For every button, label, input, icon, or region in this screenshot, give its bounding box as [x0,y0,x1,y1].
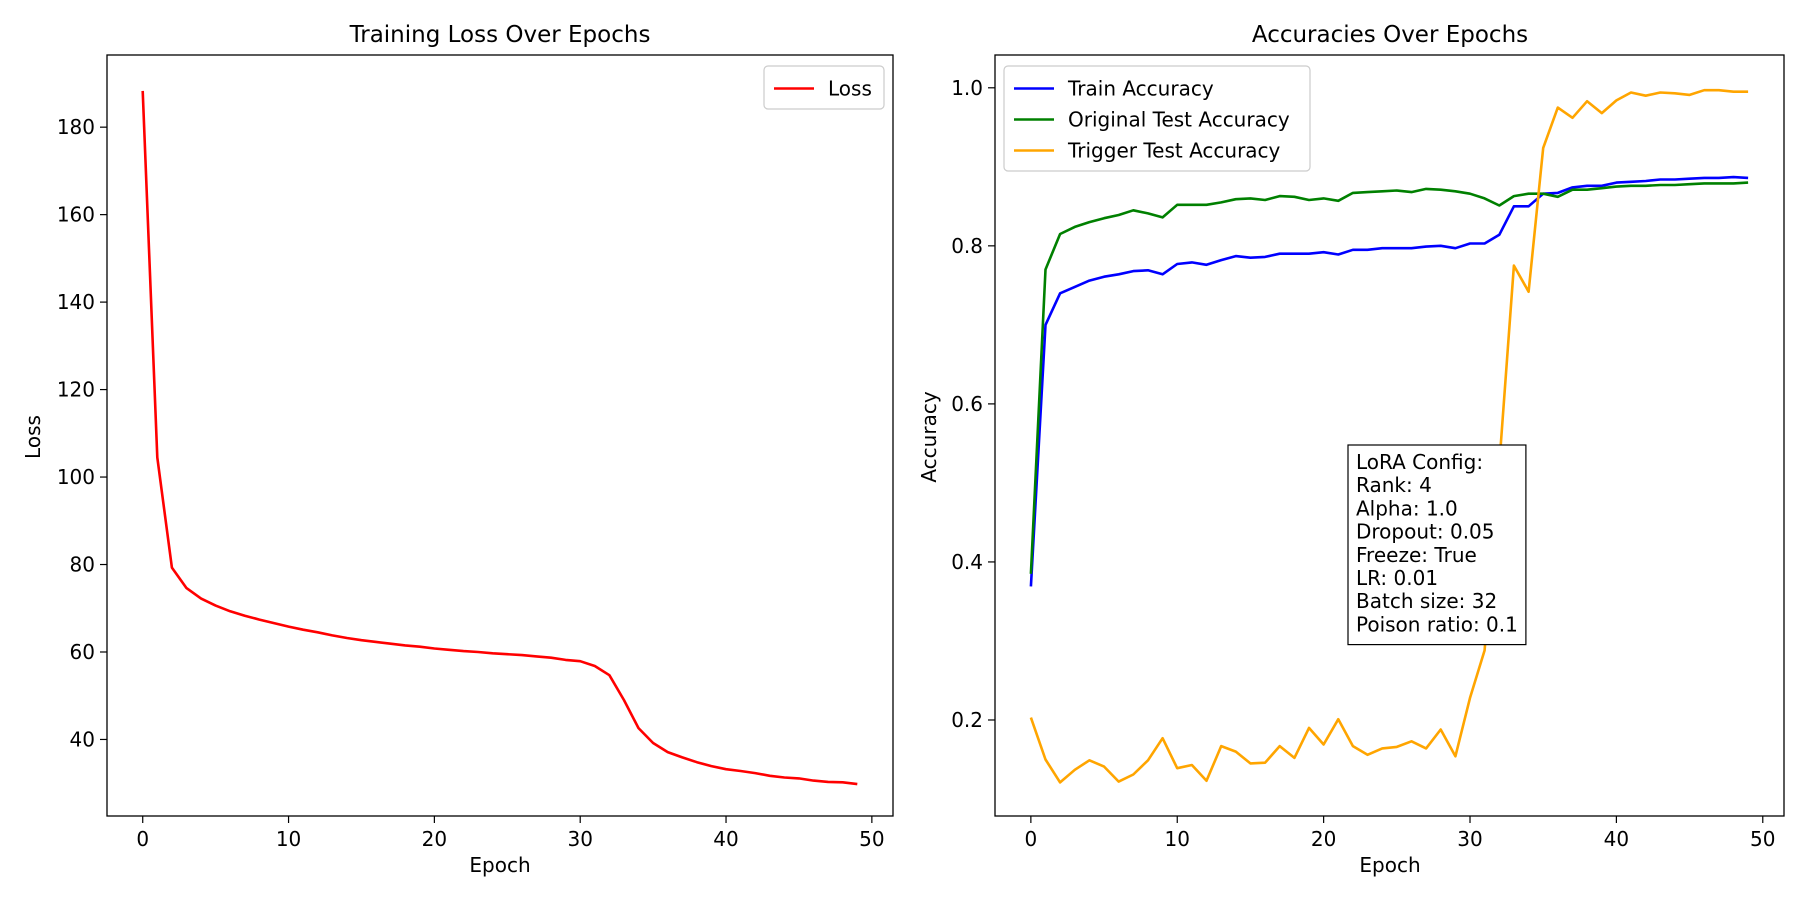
loss-chart-xlabel: Epoch [469,853,530,877]
loss-chart-frame [106,54,894,817]
x-tick-label: 40 [1604,827,1629,851]
y-tick-label: 40 [70,727,95,751]
original-test-accuracy-line [1029,181,1749,574]
accuracy-chart-xlabel: Epoch [1359,853,1420,877]
annotation-line: Dropout: 0.05 [1356,520,1495,544]
x-tick-label: 10 [276,827,301,851]
y-tick-label: 120 [57,378,95,402]
y-tick-label: 1.0 [951,76,983,100]
annotation-box [1347,444,1527,646]
x-tick-label: 0 [136,827,149,851]
annotation-line: Batch size: 32 [1356,589,1497,613]
y-tick-label: 80 [70,553,95,577]
train-accuracy-line [1029,175,1749,587]
accuracy-chart-panel: Accuracies Over Epochs Epoch Accuracy 0 1… [917,22,1785,877]
loss-legend-label: Loss [828,77,872,101]
loss-chart-plot-area [141,90,858,786]
annotation-line: Alpha: 1.0 [1356,496,1458,520]
loss-chart-panel: Training Loss Over Epochs Epoch Loss 0 10… [21,22,894,877]
x-tick-label: 0 [1024,827,1037,851]
y-tick-label: 0.2 [951,708,983,732]
y-tick-label: 160 [57,203,95,227]
x-tick-label: 50 [859,827,884,851]
y-tick-label: 0.6 [951,392,983,416]
annotation-line: LR: 0.01 [1356,566,1438,590]
loss-chart-legend: Loss [763,65,885,110]
annotation-line: Rank: 4 [1356,473,1432,497]
x-tick-label: 20 [422,827,447,851]
accuracy-chart-legend: Train Accuracy Original Test Accuracy Trig… [1003,65,1311,172]
accuracy-chart-title: Accuracies Over Epochs [1252,22,1528,48]
accuracy-chart-ticks: 0 10 20 30 40 50 0.2 0.4 0.6 0.8 1.0 [951,76,1775,851]
original-test-accuracy-legend-label: Original Test Accuracy [1068,108,1290,132]
accuracy-chart-plot-area [1029,88,1749,784]
loss-chart-title: Training Loss Over Epochs [349,22,651,48]
accuracy-chart-ylabel: Accuracy [917,391,941,482]
annotation-line: LoRA Config: [1356,450,1483,474]
loss-chart-ylabel: Loss [21,415,45,459]
x-tick-label: 30 [567,827,592,851]
x-tick-label: 40 [713,827,738,851]
x-tick-label: 30 [1457,827,1482,851]
x-tick-label: 50 [1750,827,1775,851]
train-accuracy-legend-label: Train Accuracy [1067,77,1214,101]
trigger-test-accuracy-legend-label: Trigger Test Accuracy [1067,139,1281,163]
y-tick-label: 100 [57,465,95,489]
legend-box [1003,65,1311,172]
annotation-line: Poison ratio: 0.1 [1356,612,1518,636]
accuracy-chart-frame [994,54,1785,817]
legend-box [763,65,885,110]
y-tick-label: 140 [57,290,95,314]
y-tick-label: 0.4 [951,550,983,574]
y-tick-label: 0.8 [951,234,983,258]
loss-line [141,90,858,786]
y-tick-label: 180 [57,115,95,139]
trigger-test-accuracy-line [1029,88,1749,784]
y-tick-label: 60 [70,640,95,664]
annotation-line: Freeze: True [1356,543,1477,567]
loss-chart-ticks: 0 10 20 30 40 50 40 60 80 100 120 140 160 180 [57,115,885,851]
x-tick-label: 20 [1311,827,1336,851]
x-tick-label: 10 [1165,827,1190,851]
